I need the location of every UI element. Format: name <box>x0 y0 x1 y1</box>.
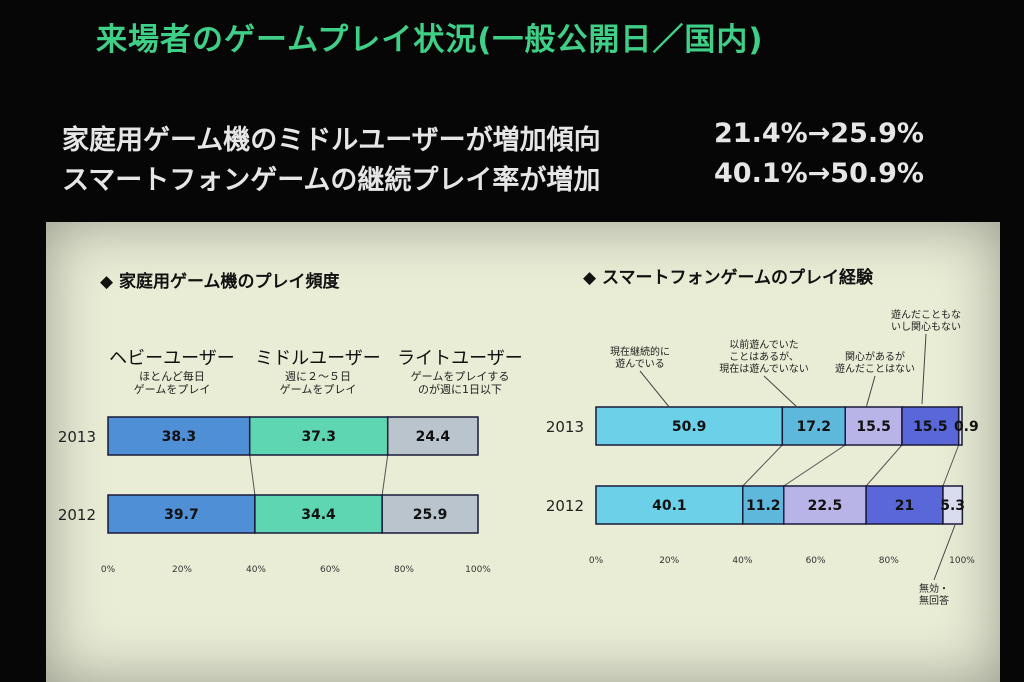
connector-line <box>742 444 783 487</box>
connector-line <box>942 444 960 487</box>
callout-label: 無回答 <box>919 594 949 607</box>
legend-description: ほとんど毎日 <box>139 370 205 383</box>
data-label: 24.4 <box>416 429 451 445</box>
x-tick-label: 40% <box>246 565 266 575</box>
data-label: 25.9 <box>413 507 448 523</box>
bar-segment <box>781 406 846 446</box>
legend-entry: ライトユーザー <box>397 348 523 369</box>
data-label: 34.4 <box>301 507 336 523</box>
data-label: 37.3 <box>301 429 336 445</box>
data-label: 50.9 <box>672 419 707 435</box>
y-category-label: 2013 <box>58 428 96 446</box>
x-tick-label: 100% <box>949 556 975 566</box>
legend-entry: ヘビーユーザー <box>109 348 235 369</box>
callout-label: 遊んだことはない <box>835 362 915 375</box>
data-label: 15.5 <box>856 419 891 435</box>
x-tick-label: 80% <box>879 556 899 566</box>
data-label: 15.5 <box>913 419 948 435</box>
x-tick-label: 60% <box>320 565 340 575</box>
bar-segment <box>742 485 785 525</box>
y-category-label: 2012 <box>546 497 584 515</box>
slide-title: 来場者のゲームプレイ状況(一般公開日／国内) <box>96 22 764 58</box>
legend-description: ゲームをプレイする <box>411 370 510 383</box>
x-tick-label: 0% <box>589 556 604 566</box>
bar-segment <box>942 485 964 525</box>
bar-segment <box>381 494 479 534</box>
data-label: 5.3 <box>940 498 965 514</box>
callout-label: 遊んでいる <box>615 357 665 370</box>
x-tick-label: 100% <box>465 565 491 575</box>
headline-console-text: 家庭用ゲーム機のミドルユーザーが増加傾向 <box>62 125 601 156</box>
callout-line <box>763 375 799 409</box>
callout-line <box>921 333 927 405</box>
callout-label: いし関心もない <box>891 321 961 333</box>
callout-line <box>865 375 876 409</box>
bar-segment <box>901 406 960 446</box>
connector-line <box>381 454 389 496</box>
data-label: 11.2 <box>746 498 781 514</box>
data-label: 22.5 <box>808 498 843 514</box>
bar-segment <box>248 416 389 456</box>
data-label: 17.2 <box>796 419 831 435</box>
x-tick-label: 20% <box>172 565 192 575</box>
chart-title: ◆ 家庭用ゲーム機のプレイ頻度 <box>100 271 340 292</box>
headline-console-value: 21.4%→25.9% <box>714 118 924 149</box>
callout-label: 現在は遊んでいない <box>719 362 809 375</box>
headline-smartphone-text: スマートフォンゲームの継続プレイ率が増加 <box>62 165 601 196</box>
headline-smartphone: スマートフォンゲームの継続プレイ率が増加 40.1%→50.9% <box>62 158 924 197</box>
callout-label: 関心があるが <box>845 350 905 363</box>
bar-segment <box>107 494 256 534</box>
callout-label: 以前遊んでいた <box>729 338 799 351</box>
connector-line <box>249 454 256 496</box>
x-tick-label: 20% <box>659 556 679 566</box>
x-tick-label: 40% <box>732 556 752 566</box>
data-label: 21 <box>895 498 914 514</box>
chart-title: ◆ スマートフォンゲームのプレイ経験 <box>583 267 874 288</box>
headline-smartphone-value: 40.1%→50.9% <box>714 158 924 189</box>
bar-segment <box>386 416 479 456</box>
x-tick-label: 0% <box>101 565 116 575</box>
legend-description: 週に２～５日 <box>285 370 351 383</box>
callout-label: 遊んだこともな <box>891 308 961 321</box>
bar-segment <box>783 485 867 525</box>
legend-description: ゲームをプレイ <box>280 383 357 396</box>
legend-description: のが週に1日以下 <box>418 382 502 396</box>
y-category-label: 2013 <box>546 418 584 436</box>
data-label: 38.3 <box>162 429 197 445</box>
data-label: 40.1 <box>652 498 687 514</box>
data-label: 0.9 <box>954 419 979 435</box>
legend-entry: ミドルユーザー <box>255 348 381 369</box>
callout-label: 無効・ <box>919 582 949 595</box>
bar-segment <box>595 485 744 525</box>
callout-label: 現在継続的に <box>610 345 670 358</box>
legend-description: ゲームをプレイ <box>134 383 211 396</box>
headline-console: 家庭用ゲーム機のミドルユーザーが増加傾向 21.4%→25.9% <box>62 118 924 157</box>
callout-line <box>639 370 671 409</box>
connector-line <box>865 444 903 487</box>
callout-line <box>933 524 956 581</box>
bar-segment <box>865 485 944 525</box>
x-tick-label: 80% <box>394 565 414 575</box>
data-label: 39.7 <box>164 507 199 523</box>
bar-segment <box>957 406 963 446</box>
callout-label: ことはあるが、 <box>729 350 799 363</box>
x-tick-label: 60% <box>806 556 826 566</box>
connector-line <box>783 444 846 487</box>
y-category-label: 2012 <box>58 506 96 524</box>
